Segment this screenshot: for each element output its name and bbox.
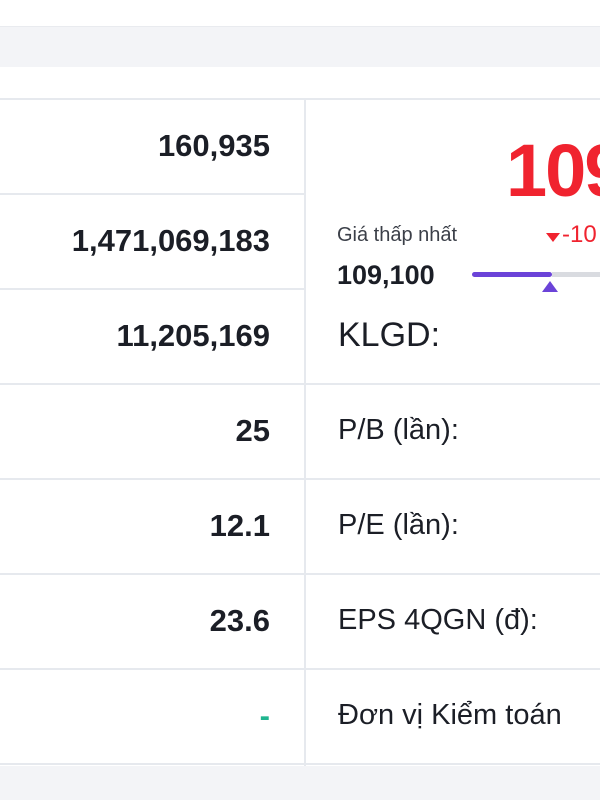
row-border [0, 193, 305, 195]
label-cell: P/B (lần): [338, 414, 459, 446]
row-border [0, 573, 600, 575]
current-price: 109 [506, 129, 600, 212]
value-cell: 23.6 [209, 603, 270, 638]
range-marker [542, 281, 558, 292]
label-cell: EPS 4QGN (đ): [338, 604, 538, 636]
column-divider [304, 98, 306, 766]
row-border [0, 98, 600, 100]
low-label: Giá thấp nhất [337, 224, 458, 246]
value-cell: 11,205,169 [116, 318, 270, 353]
down-arrow [546, 233, 560, 242]
value-cell: 1,471,069,183 [71, 223, 270, 258]
low-value: 109,100 [337, 260, 435, 290]
range-fill [472, 272, 552, 277]
row-border [0, 668, 600, 670]
value-cell: - [259, 698, 270, 733]
row-border [0, 383, 600, 385]
label-cell: KLGD: [338, 316, 441, 354]
label-cell: P/E (lần): [338, 509, 459, 541]
range-track [552, 272, 600, 277]
footer-bar [0, 766, 600, 800]
price-change: -10 [562, 221, 597, 248]
value-cell: 25 [235, 413, 270, 448]
header-bar [0, 26, 600, 67]
row-border [0, 763, 600, 765]
value-cell: 12.1 [209, 508, 270, 543]
value-cell: 160,935 [157, 128, 270, 163]
row-border [0, 478, 600, 480]
row-border [0, 288, 305, 290]
label-cell: Đơn vị Kiểm toán [338, 699, 562, 731]
